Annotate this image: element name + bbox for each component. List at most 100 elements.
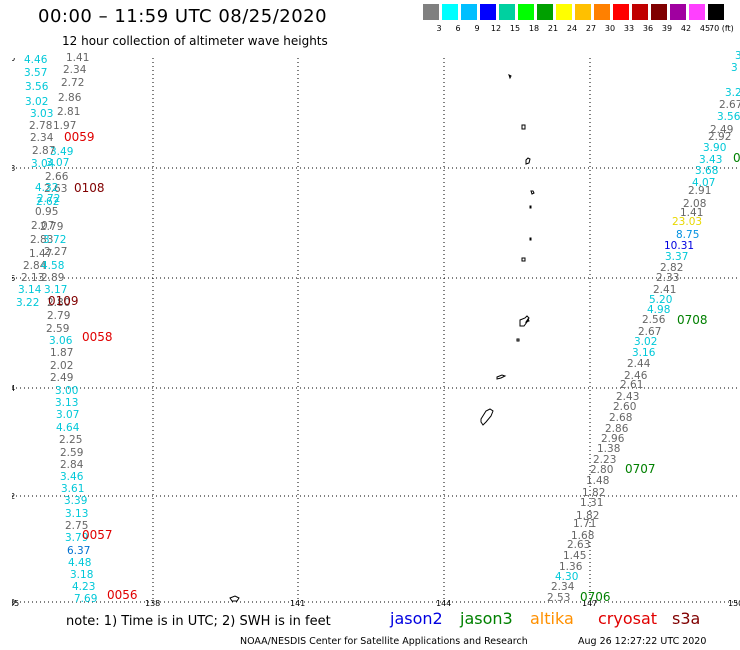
pass-time-label: 0 <box>733 151 740 165</box>
swh-value: 0.95 <box>35 206 59 218</box>
swh-value: 3.06 <box>49 335 73 347</box>
scale-label: 15 <box>509 24 521 33</box>
swh-value: 2.59 <box>46 323 70 335</box>
swh-value: 7.69 <box>74 593 98 605</box>
pass-time-label: 0708 <box>677 313 708 327</box>
scale-label: 18 <box>528 24 540 33</box>
swh-value: 6.37 <box>67 545 91 557</box>
swh-value: 3.00 <box>55 385 79 397</box>
swh-value: 1.38 <box>597 443 621 455</box>
swh-value: 2.68 <box>609 412 633 424</box>
swh-value: 3 <box>735 50 740 62</box>
swh-value: 1.48 <box>586 475 610 487</box>
swh-value: 1.71 <box>573 518 597 530</box>
swh-value: 1.31 <box>580 497 604 509</box>
swh-value: 4.07 <box>692 177 716 189</box>
scale-label: 70 (ft) <box>709 24 734 33</box>
swh-value: 2.67 <box>719 99 740 111</box>
swh-value: 3.04 <box>31 158 55 170</box>
swh-value: 2.75 <box>65 520 89 532</box>
swh-value: 2.23 <box>593 454 617 466</box>
swh-value: 3.14 <box>18 284 42 296</box>
scale-swatch <box>708 4 724 20</box>
swh-value: 3.72 <box>43 234 67 246</box>
swh-value: 2.84 <box>60 459 84 471</box>
altimeter-map: 20 18 16 14 12 10135 138 141 144 147 150 <box>12 58 740 606</box>
island-outline <box>521 124 526 130</box>
swh-value: 3.57 <box>24 67 48 79</box>
swh-value: 3.22 <box>16 297 40 309</box>
swh-value: 3.03 <box>30 108 54 120</box>
swh-value: 2.86 <box>605 423 629 435</box>
pass-time-label: 0057 <box>82 528 113 542</box>
swh-value: 2.49 <box>710 124 734 136</box>
swh-value: 3 <box>731 62 738 74</box>
swh-value: 2.60 <box>613 401 637 413</box>
scale-swatch <box>632 4 648 20</box>
pass-time-label: 0707 <box>625 462 656 476</box>
swh-value: 3.56 <box>25 81 49 93</box>
lon-label: 141 <box>290 599 305 606</box>
lat-label: 10 <box>12 598 15 606</box>
swh-value: 3.2 <box>725 87 740 99</box>
swh-value: 3.46 <box>60 471 84 483</box>
swh-value: 2.63 <box>567 539 591 551</box>
swh-value: 2.62 <box>36 196 60 208</box>
swh-value: 2.79 <box>47 310 71 322</box>
lat-lon-grid <box>12 58 740 603</box>
swh-value: 8.75 <box>676 229 700 241</box>
map-title: 00:00 – 11:59 UTC 08/25/2020 <box>38 6 328 27</box>
swh-value: 1.82 <box>576 510 600 522</box>
swh-value: 2.78 <box>29 120 53 132</box>
swh-value: 2.72 <box>37 193 61 205</box>
swh-value: 2.34 <box>63 64 87 76</box>
note-text: note: 1) Time is in UTC; 2) SWH is in fe… <box>66 614 331 629</box>
scale-swatch <box>461 4 477 20</box>
scale-label: 6 <box>455 24 461 33</box>
island-outline <box>529 237 532 241</box>
swh-value: 3.02 <box>25 96 49 108</box>
map-subtitle: 12 hour collection of altimeter wave hei… <box>62 34 328 48</box>
pass-time-label: 0109 <box>48 294 79 308</box>
scale-swatch <box>442 4 458 20</box>
lat-label: 18 <box>12 164 15 173</box>
swh-value: 2.87 <box>32 145 56 157</box>
swh-value: 2.91 <box>688 185 712 197</box>
swh-value: 2.53 <box>547 592 571 604</box>
swh-value: 2.27 <box>44 246 68 258</box>
lat-label: 12 <box>12 492 15 501</box>
scale-swatch <box>480 4 496 20</box>
swh-value: 3.37 <box>665 251 689 263</box>
island-outline <box>524 318 530 323</box>
swh-value: 3.39 <box>64 495 88 507</box>
swh-value: 2.44 <box>627 358 651 370</box>
scale-swatch <box>594 4 610 20</box>
island-outline <box>496 374 507 380</box>
swh-value: 4.98 <box>647 304 671 316</box>
swh-value: 2.84 <box>23 260 47 272</box>
island-outline <box>229 595 240 602</box>
swh-value: 4.23 <box>72 581 96 593</box>
swh-value: 2.13 <box>21 272 45 284</box>
legend-cryosat: cryosat <box>598 609 658 628</box>
swh-value: 2.59 <box>60 447 84 459</box>
axis-labels: 20 18 16 14 12 10135 138 141 144 147 150 <box>12 58 740 606</box>
swh-value: 2.61 <box>620 379 644 391</box>
lon-label: 135 <box>12 599 19 606</box>
swh-value: 2.66 <box>45 171 69 183</box>
swh-value: 2.67 <box>638 326 662 338</box>
swh-value: 2.79 <box>40 221 64 233</box>
lon-label: 138 <box>145 599 160 606</box>
scale-swatch <box>575 4 591 20</box>
swh-value: 1.41 <box>66 52 90 64</box>
swh-value: 23.03 <box>672 216 703 228</box>
pass-time-label: 0706 <box>580 590 611 604</box>
swh-value: 3.79 <box>65 532 89 544</box>
scale-label: 24 <box>566 24 578 33</box>
island-outline <box>530 190 535 195</box>
swh-value: 2.83 <box>30 234 54 246</box>
swh-value: 2.07 <box>31 220 55 232</box>
swh-value: 2.46 <box>624 370 648 382</box>
swh-value: 2.34 <box>551 581 575 593</box>
legend-s3a: s3a <box>672 609 701 628</box>
